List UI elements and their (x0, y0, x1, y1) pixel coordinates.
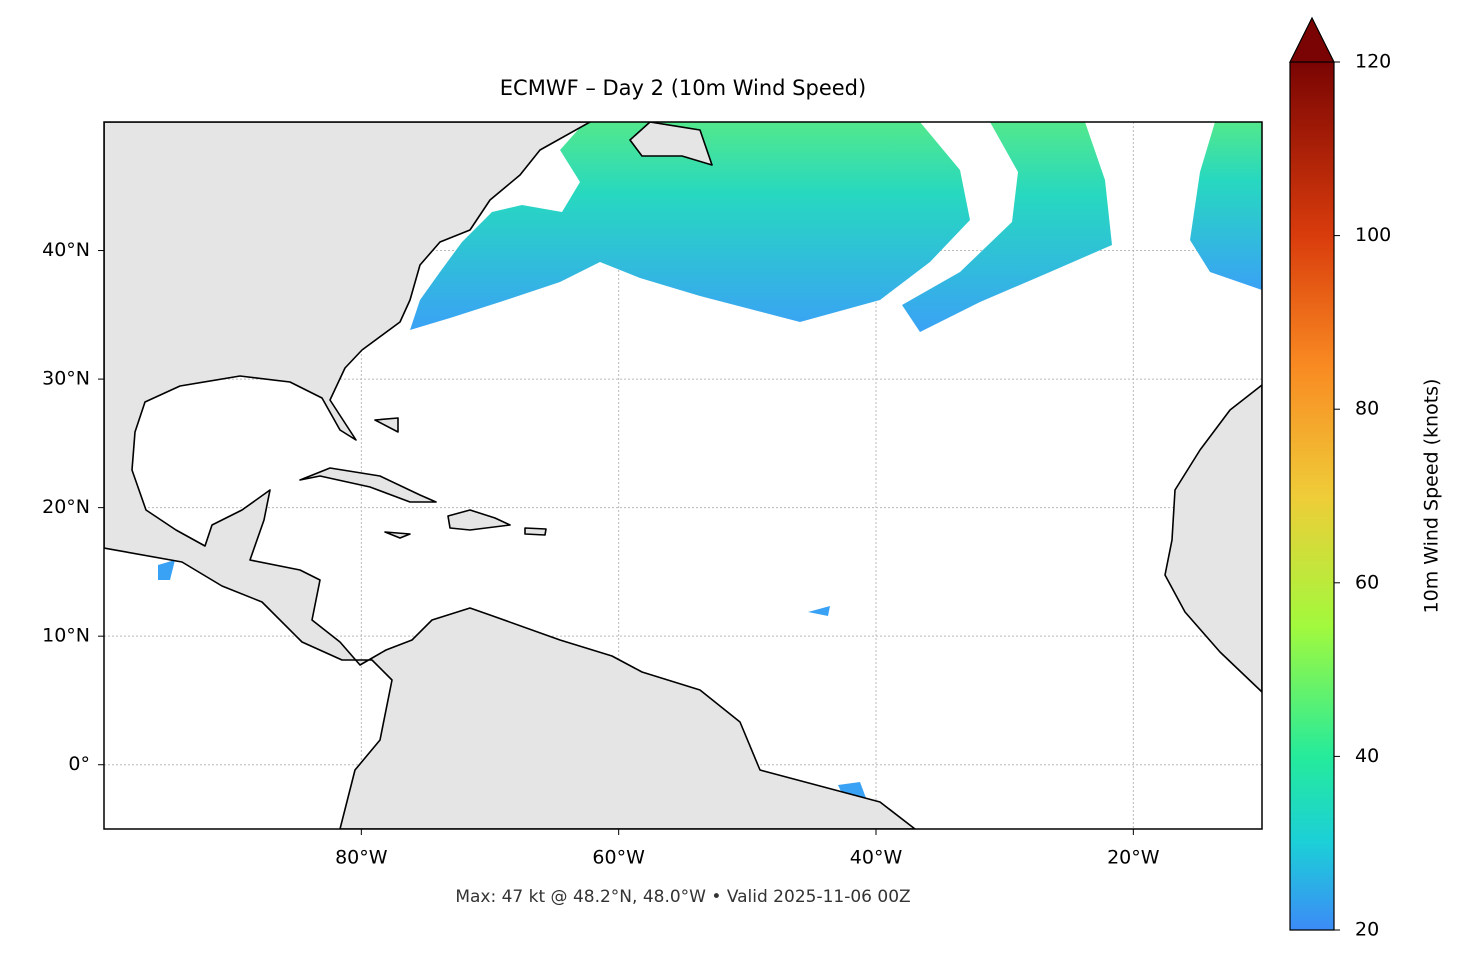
colorbar-tick-label: 100 (1355, 224, 1391, 246)
land (104, 122, 916, 829)
y-tick-label: 10°N (42, 625, 90, 647)
colorbar-tick-label: 120 (1355, 51, 1391, 73)
y-tick-label: 40°N (42, 239, 90, 261)
wind-field (410, 122, 970, 330)
map (104, 122, 1262, 829)
y-tick-label: 20°N (42, 496, 90, 518)
footer: Max: 47 kt @ 48.2°N, 48.0°W • Valid 2025… (455, 887, 910, 907)
wind-field (902, 122, 1112, 332)
land (374, 417, 547, 539)
x-tick-label: 60°W (592, 847, 645, 869)
colorbar-label: 10m Wind Speed (knots) (1421, 379, 1443, 614)
colorbar-tick-label: 80 (1355, 398, 1379, 420)
land (299, 467, 437, 503)
colorbar-tick-label: 20 (1355, 919, 1379, 941)
x-tick-label: 20°W (1107, 847, 1160, 869)
x-tick-label: 40°W (850, 847, 903, 869)
x-tick-label: 80°W (335, 847, 388, 869)
colorbar-frame (1289, 62, 1335, 931)
colorbar-tick-label: 40 (1355, 745, 1379, 767)
colorbar-tick-label: 60 (1355, 571, 1379, 593)
map-frame (103, 121, 1263, 830)
y-tick-label: 30°N (42, 368, 90, 390)
colorbar (1290, 62, 1334, 930)
land (1164, 384, 1262, 693)
chart-title: ECMWF – Day 2 (10m Wind Speed) (500, 76, 866, 100)
y-tick-label: 0° (68, 753, 90, 775)
colorbar-extend (1289, 16, 1335, 63)
land (629, 122, 713, 166)
wind-field (1190, 122, 1262, 290)
